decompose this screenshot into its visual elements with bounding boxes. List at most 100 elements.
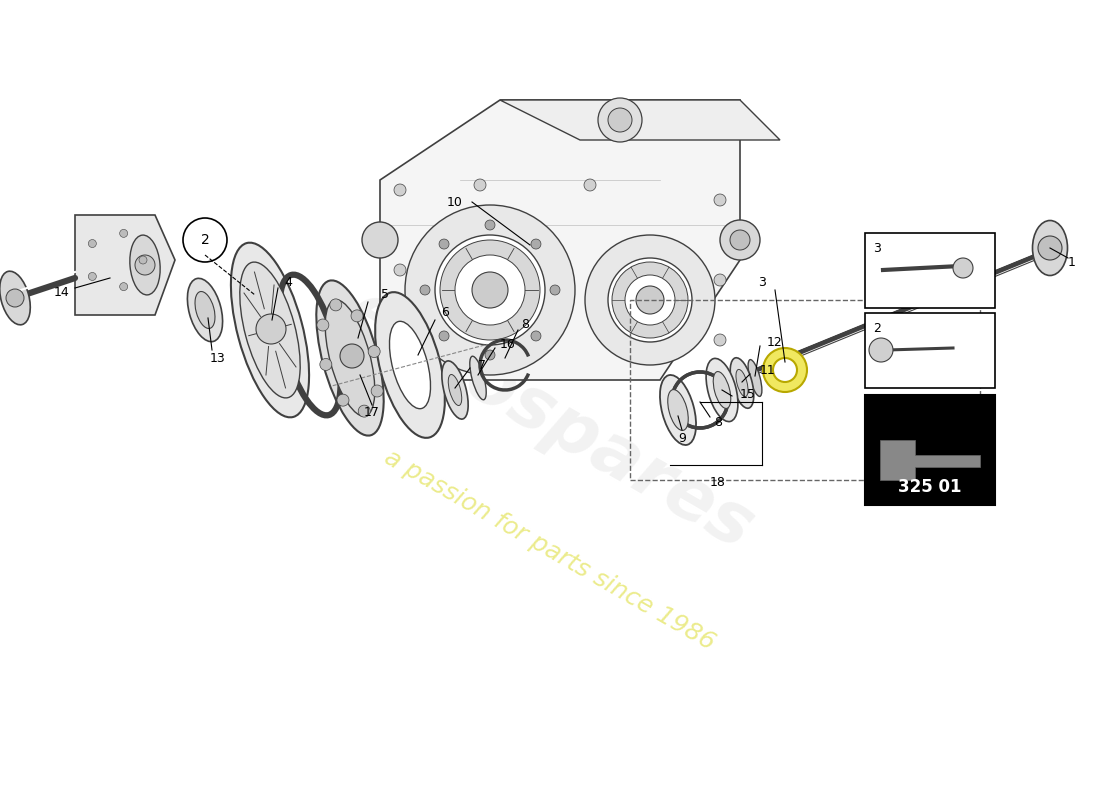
Circle shape — [585, 235, 715, 365]
Circle shape — [439, 331, 449, 341]
Ellipse shape — [375, 292, 444, 438]
Ellipse shape — [317, 280, 384, 436]
Ellipse shape — [668, 390, 689, 430]
Circle shape — [439, 239, 449, 249]
Text: 18: 18 — [711, 475, 726, 489]
Circle shape — [256, 314, 286, 344]
Circle shape — [763, 348, 807, 392]
Text: 11: 11 — [760, 363, 775, 377]
Text: 2: 2 — [200, 233, 209, 247]
Bar — [865, 233, 996, 308]
Circle shape — [730, 230, 750, 250]
Circle shape — [720, 220, 760, 260]
Circle shape — [420, 285, 430, 295]
Ellipse shape — [442, 361, 469, 419]
Circle shape — [1038, 236, 1061, 260]
Circle shape — [714, 334, 726, 346]
Circle shape — [371, 385, 383, 397]
Circle shape — [135, 255, 155, 275]
Circle shape — [120, 282, 128, 290]
Text: 325 01: 325 01 — [899, 478, 961, 496]
Ellipse shape — [730, 358, 754, 408]
Text: 13: 13 — [210, 351, 225, 365]
Circle shape — [351, 310, 363, 322]
Ellipse shape — [231, 242, 309, 418]
Text: 6: 6 — [441, 306, 449, 318]
Circle shape — [608, 258, 692, 342]
Circle shape — [869, 338, 893, 362]
Circle shape — [120, 230, 128, 238]
Circle shape — [612, 262, 688, 338]
Circle shape — [368, 346, 381, 358]
Text: 10: 10 — [447, 195, 463, 209]
Polygon shape — [75, 215, 175, 315]
Circle shape — [139, 256, 147, 264]
Circle shape — [330, 299, 342, 311]
Text: 16: 16 — [500, 338, 516, 351]
Text: 8: 8 — [714, 415, 722, 429]
Ellipse shape — [748, 360, 762, 396]
Circle shape — [584, 179, 596, 191]
Circle shape — [953, 258, 974, 278]
Text: a passion for parts since 1986: a passion for parts since 1986 — [381, 445, 719, 655]
Circle shape — [485, 350, 495, 360]
Bar — [865, 313, 996, 388]
Text: 15: 15 — [740, 389, 756, 402]
Circle shape — [598, 98, 642, 142]
Circle shape — [636, 286, 664, 314]
Ellipse shape — [130, 235, 161, 295]
Circle shape — [320, 358, 332, 370]
Polygon shape — [379, 100, 740, 380]
Circle shape — [485, 220, 495, 230]
Ellipse shape — [736, 370, 748, 397]
Circle shape — [340, 344, 364, 368]
Text: 17: 17 — [364, 406, 380, 418]
Text: 1: 1 — [1068, 255, 1076, 269]
Text: 3: 3 — [758, 275, 766, 289]
Text: 5: 5 — [381, 289, 389, 302]
Circle shape — [317, 319, 329, 331]
Bar — [865, 395, 996, 505]
Text: 9: 9 — [678, 431, 686, 445]
Ellipse shape — [195, 291, 214, 329]
Text: 3: 3 — [873, 242, 881, 254]
Circle shape — [434, 235, 544, 345]
Ellipse shape — [187, 278, 222, 342]
Ellipse shape — [660, 375, 696, 445]
Ellipse shape — [389, 322, 430, 409]
Ellipse shape — [706, 358, 738, 422]
Circle shape — [474, 179, 486, 191]
Ellipse shape — [240, 262, 300, 398]
Circle shape — [394, 264, 406, 276]
Circle shape — [625, 275, 675, 325]
Circle shape — [773, 358, 798, 382]
Circle shape — [88, 239, 97, 247]
Circle shape — [714, 194, 726, 206]
Circle shape — [405, 205, 575, 375]
Ellipse shape — [326, 300, 375, 416]
Circle shape — [531, 239, 541, 249]
Circle shape — [608, 108, 632, 132]
Circle shape — [359, 405, 371, 417]
Ellipse shape — [1033, 221, 1067, 275]
Circle shape — [714, 274, 726, 286]
Ellipse shape — [470, 356, 486, 400]
Circle shape — [394, 334, 406, 346]
Circle shape — [88, 273, 97, 281]
Circle shape — [531, 331, 541, 341]
Circle shape — [440, 240, 540, 340]
Text: 7: 7 — [478, 358, 486, 371]
Circle shape — [394, 184, 406, 196]
Circle shape — [472, 272, 508, 308]
Circle shape — [362, 222, 398, 258]
Ellipse shape — [449, 374, 462, 406]
Polygon shape — [880, 440, 980, 480]
Circle shape — [455, 255, 525, 325]
Text: 2: 2 — [873, 322, 881, 334]
Circle shape — [6, 289, 24, 307]
Circle shape — [337, 394, 349, 406]
Ellipse shape — [713, 371, 730, 409]
Polygon shape — [500, 100, 780, 140]
Text: 12: 12 — [767, 335, 783, 349]
Text: 8: 8 — [521, 318, 529, 331]
